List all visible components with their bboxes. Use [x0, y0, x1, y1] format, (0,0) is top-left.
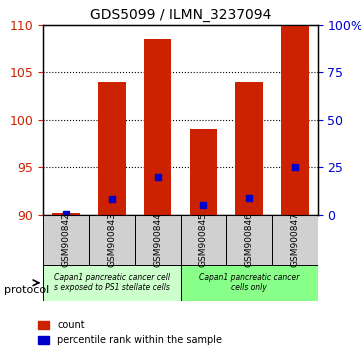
- Title: GDS5099 / ILMN_3237094: GDS5099 / ILMN_3237094: [90, 8, 271, 22]
- Text: GSM900845: GSM900845: [199, 212, 208, 267]
- Text: GSM900847: GSM900847: [290, 212, 299, 267]
- Text: Capan1 pancreatic cancer cell
s exposed to PS1 stellate cells: Capan1 pancreatic cancer cell s exposed …: [54, 273, 170, 292]
- Text: GSM900844: GSM900844: [153, 212, 162, 267]
- FancyBboxPatch shape: [272, 215, 318, 265]
- Text: GSM900843: GSM900843: [108, 212, 116, 267]
- FancyBboxPatch shape: [180, 265, 318, 301]
- Bar: [190, 129, 217, 215]
- FancyBboxPatch shape: [180, 215, 226, 265]
- FancyBboxPatch shape: [89, 215, 135, 265]
- Legend: count, percentile rank within the sample: count, percentile rank within the sample: [34, 316, 226, 349]
- Bar: [281, 25, 309, 215]
- Text: GSM900846: GSM900846: [245, 212, 253, 267]
- FancyBboxPatch shape: [43, 215, 89, 265]
- Bar: [144, 39, 171, 215]
- Bar: [235, 82, 263, 215]
- FancyBboxPatch shape: [226, 215, 272, 265]
- Text: Capan1 pancreatic cancer
cells only: Capan1 pancreatic cancer cells only: [199, 273, 299, 292]
- FancyBboxPatch shape: [43, 265, 180, 301]
- Bar: [52, 213, 80, 215]
- FancyBboxPatch shape: [135, 215, 180, 265]
- Text: GSM900842: GSM900842: [62, 212, 71, 267]
- Text: protocol: protocol: [4, 285, 49, 295]
- Bar: [98, 82, 126, 215]
